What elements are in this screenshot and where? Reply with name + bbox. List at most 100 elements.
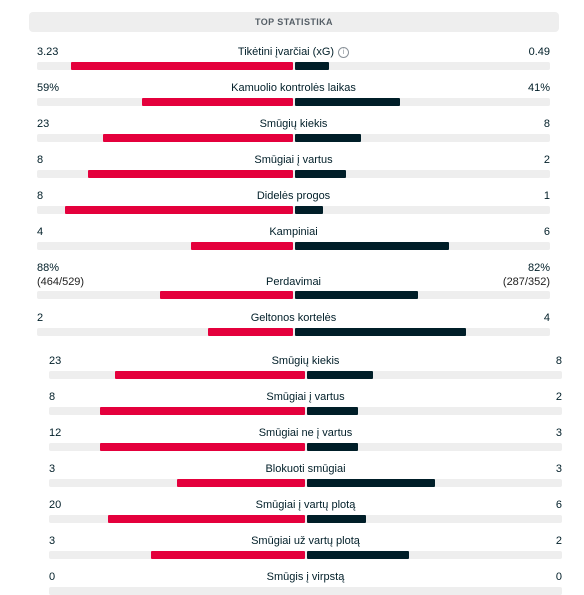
- stat-bar-track: [49, 515, 562, 523]
- stat-bar-track: [49, 371, 562, 379]
- stat-label-wrap: Kamuolio kontrolės laikas: [231, 82, 356, 95]
- away-bar: [295, 62, 329, 70]
- away-value: 1: [543, 190, 550, 202]
- home-value: 20: [49, 499, 62, 511]
- stat-label-wrap: Kampiniai: [269, 226, 317, 239]
- home-bar: [177, 479, 305, 487]
- stat-label: Geltonos kortelės: [250, 312, 337, 324]
- stat-label-container: Perdavimai: [37, 276, 550, 289]
- stat-label: Kampiniai: [269, 226, 318, 238]
- stat-label-wrap: Tikėtini įvarčiai (xG) i: [237, 46, 350, 59]
- stat-row-kampiniai: 4 6 Kampiniai: [37, 226, 550, 250]
- stat-label-container: Kamuolio kontrolės laikas: [37, 82, 550, 95]
- stat-label-container: Smūgiai į vartus: [49, 391, 562, 404]
- stat-label-container: Smūgiai už vartų plotą: [49, 535, 562, 548]
- stat-label-container: Smūgiai į vartų plotą: [49, 499, 562, 512]
- away-bar: [295, 98, 400, 106]
- away-value: 0: [555, 571, 562, 583]
- home-bar: [65, 206, 293, 214]
- home-bar: [103, 134, 293, 142]
- stat-label-container: Geltonos kortelės: [37, 312, 550, 325]
- stat-bar-track: [37, 291, 550, 299]
- stat-label: Blokuoti smūgiai: [265, 463, 346, 475]
- stat-label: Tikėtini įvarčiai (xG): [237, 46, 335, 58]
- stat-bar-track: [37, 62, 550, 70]
- away-bar: [295, 242, 449, 250]
- stat-bar-track: [49, 407, 562, 415]
- away-value: 8: [543, 118, 550, 130]
- stat-label-wrap: Smūgiai į vartų plotą: [256, 499, 356, 512]
- home-value: 8: [49, 391, 56, 403]
- home-bar: [160, 291, 293, 299]
- stat-row-smugis-i-virpsta: 0 0 Smūgis į virpstą: [49, 571, 562, 595]
- home-bar: [115, 371, 305, 379]
- stat-label-container: Smūgių kiekis: [49, 355, 562, 368]
- home-value: 88%: [37, 262, 60, 274]
- home-bar: [100, 407, 305, 415]
- stat-bar-track: [37, 328, 550, 336]
- stat-label-wrap: Geltonos kortelės: [251, 312, 337, 325]
- stat-label-wrap: Smūgių kiekis: [272, 355, 340, 368]
- home-value: 23: [37, 118, 50, 130]
- home-bar: [71, 62, 293, 70]
- away-sub-value: (287/352): [502, 276, 550, 288]
- away-value: 0.49: [528, 46, 550, 58]
- home-bar: [108, 515, 305, 523]
- home-value: 0: [49, 571, 56, 583]
- stat-bar-track: [49, 587, 562, 595]
- stat-row-smugiai-i-vartu-plota: 20 6 Smūgiai į vartų plotą: [49, 499, 562, 523]
- stat-label-wrap: Smūgiai į vartus: [254, 154, 332, 167]
- stat-row-smugiu-kiekis: 23 8 Smūgių kiekis: [49, 355, 562, 379]
- away-bar: [307, 371, 373, 379]
- away-value: 3: [555, 427, 562, 439]
- away-bar: [295, 170, 346, 178]
- away-value: 8: [555, 355, 562, 367]
- stat-label: Smūgiai į vartų plotą: [255, 499, 356, 511]
- stat-row-smugiai-uz-vartu-plota: 3 2 Smūgiai už vartų plotą: [49, 535, 562, 559]
- home-value: 12: [49, 427, 62, 439]
- stat-label-wrap: Smūgiai į vartus: [266, 391, 344, 404]
- away-value: 82%: [527, 262, 550, 274]
- away-value: 2: [555, 391, 562, 403]
- stat-bar-track: [37, 170, 550, 178]
- away-value: 6: [555, 499, 562, 511]
- away-bar: [307, 407, 358, 415]
- home-bar: [100, 443, 305, 451]
- stat-label-container: Smūgis į virpstą: [49, 571, 562, 584]
- info-icon[interactable]: i: [338, 47, 350, 58]
- stat-label-wrap: Blokuoti smūgiai: [265, 463, 345, 476]
- section-title-top-statistics: TOP STATISTIKA: [29, 12, 559, 32]
- away-bar: [307, 479, 435, 487]
- stat-row-kamuolio-kontroles-laikas: 59% 41% Kamuolio kontrolės laikas: [37, 82, 550, 106]
- home-value: 59%: [37, 82, 60, 94]
- stat-label: Kamuolio kontrolės laikas: [231, 82, 356, 94]
- away-bar: [307, 551, 409, 559]
- stat-row-perdavimai: 88% 82% Perdavimai (464/529) (287/352): [37, 262, 550, 299]
- away-bar: [307, 515, 366, 523]
- away-bar: [307, 443, 358, 451]
- stat-row-tiketini-ivarciai-xg: 3.23 0.49 Tikėtini įvarčiai (xG) i: [37, 46, 550, 70]
- stat-label-container: Kampiniai: [37, 226, 550, 239]
- stat-label-container: Smūgiai ne į vartus: [49, 427, 562, 440]
- stat-label-container: Smūgių kiekis: [37, 118, 550, 131]
- home-value: 8: [37, 154, 44, 166]
- away-value: 6: [543, 226, 550, 238]
- home-value: 23: [49, 355, 62, 367]
- away-value: 2: [555, 535, 562, 547]
- home-bar: [191, 242, 293, 250]
- away-value: 3: [555, 463, 562, 475]
- home-bar: [151, 551, 305, 559]
- home-value: 4: [37, 226, 44, 238]
- stat-bar-track: [37, 98, 550, 106]
- home-bar: [142, 98, 293, 106]
- stat-label-wrap: Didelės progos: [257, 190, 330, 203]
- stat-label: Smūgis į virpstą: [266, 571, 345, 583]
- away-value: 2: [543, 154, 550, 166]
- stat-label: Smūgių kiekis: [259, 118, 328, 130]
- stat-label: Smūgiai į vartus: [266, 391, 345, 403]
- away-bar: [295, 291, 418, 299]
- away-bar: [295, 134, 361, 142]
- stat-label-wrap: Perdavimai: [266, 276, 321, 289]
- stat-label: Smūgių kiekis: [271, 355, 340, 367]
- stat-label: Smūgiai į vartus: [254, 154, 333, 166]
